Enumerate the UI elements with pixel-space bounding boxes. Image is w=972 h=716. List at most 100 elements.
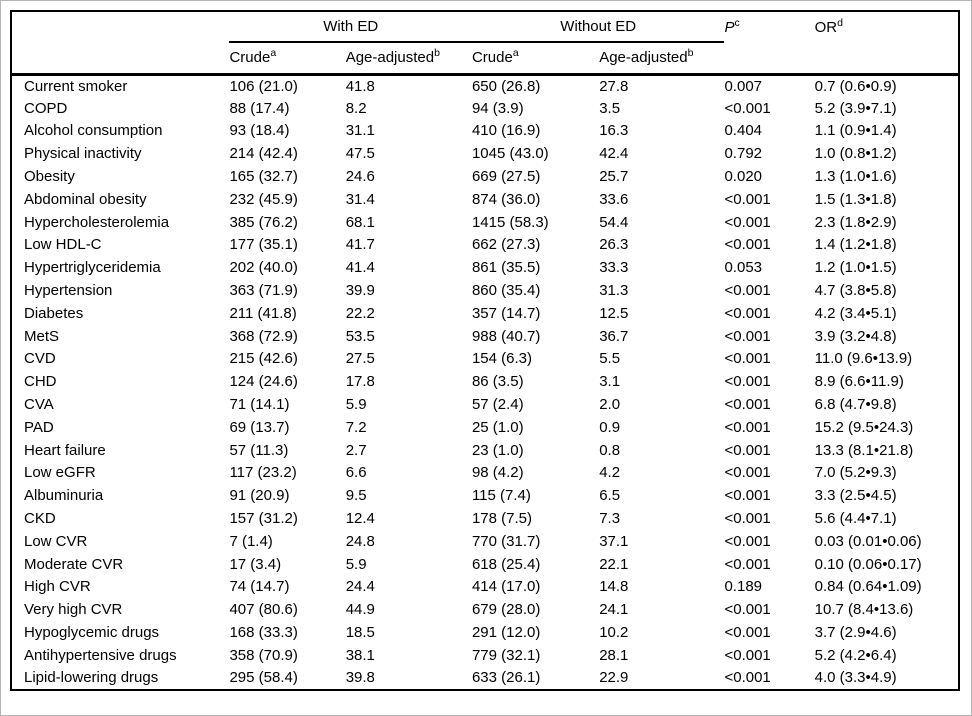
cell-without-age-adjusted: 0.8	[599, 441, 621, 459]
cell-without-age-adjusted: 10.2	[599, 624, 629, 642]
cell-with-crude: 165 (32.7)	[229, 168, 298, 186]
cell-odds-ratio: 13.3 (8.1•21.8)	[814, 441, 914, 459]
row-label: Hypoglycemic drugs	[24, 624, 160, 642]
cell-p-value: 0.792	[724, 145, 763, 163]
cell-p-value: 0.007	[724, 77, 763, 95]
cell-odds-ratio: 0.7 (0.6•0.9)	[814, 77, 897, 95]
cell-with-age-adjusted: 24.4	[345, 578, 375, 596]
cell-with-crude: 93 (18.4)	[229, 122, 290, 140]
risk-factor-comparison-table: With ED Without ED Pc ORd Crudea Age-adj…	[10, 10, 960, 691]
cell-without-crude: 357 (14.7)	[471, 304, 541, 322]
cell-without-crude: 988 (40.7)	[471, 327, 541, 345]
cell-with-age-adjusted: 47.5	[345, 145, 375, 163]
cell-with-age-adjusted: 44.9	[345, 601, 375, 619]
cell-with-crude: 232 (45.9)	[229, 190, 298, 208]
cell-with-age-adjusted: 2.7	[345, 441, 367, 459]
table-row: Hypertension 363 (71.9) 39.9 860 (35.4) 31.3…	[11, 279, 959, 302]
cell-with-crude: 88 (17.4)	[229, 99, 290, 117]
table-row: CHD 124 (24.6) 17.8 86 (3.5) 3.1 <0.001 8.9 (6…	[11, 370, 959, 393]
cell-with-age-adjusted: 5.9	[345, 396, 367, 414]
cell-with-age-adjusted: 41.7	[345, 236, 375, 254]
crude-label: Crude	[471, 49, 513, 67]
cell-odds-ratio: 2.3 (1.8•2.9)	[814, 213, 897, 231]
cell-with-crude: 69 (13.7)	[229, 418, 290, 436]
cell-with-crude: 215 (42.6)	[229, 350, 298, 368]
row-label: COPD	[24, 99, 68, 117]
row-label: Hypertriglyceridemia	[24, 259, 161, 277]
cell-without-crude: 25 (1.0)	[471, 418, 524, 436]
cell-p-value: <0.001	[724, 487, 771, 505]
cell-without-age-adjusted: 26.3	[599, 236, 629, 254]
cell-without-crude: 662 (27.3)	[471, 236, 541, 254]
cell-with-age-adjusted: 31.1	[345, 122, 375, 140]
cell-p-value: 0.404	[724, 122, 763, 140]
header-sub-row: Crudea Age-adjustedb Crudea Age-adjusted…	[11, 42, 959, 76]
cell-without-age-adjusted: 42.4	[599, 145, 629, 163]
cell-without-crude: 115 (7.4)	[471, 487, 531, 505]
cell-with-crude: 91 (20.9)	[229, 487, 290, 505]
cell-p-value: <0.001	[724, 396, 771, 414]
cell-with-age-adjusted: 39.8	[345, 669, 375, 687]
cell-with-age-adjusted: 41.4	[345, 259, 375, 277]
cell-p-value: 0.053	[724, 259, 763, 277]
cell-without-age-adjusted: 12.5	[599, 304, 629, 322]
cell-p-value: <0.001	[724, 532, 771, 550]
cell-p-value: <0.001	[724, 350, 771, 368]
header-with-ed-crude: Crudea	[229, 42, 346, 76]
cell-without-crude: 669 (27.5)	[471, 168, 541, 186]
cell-p-value: <0.001	[724, 327, 771, 345]
cell-without-age-adjusted: 33.6	[599, 190, 629, 208]
cell-with-age-adjusted: 18.5	[345, 624, 375, 642]
cell-with-crude: 106 (21.0)	[229, 77, 298, 95]
cell-odds-ratio: 10.7 (8.4•13.6)	[814, 601, 914, 619]
cell-without-age-adjusted: 0.9	[599, 418, 621, 436]
cell-with-age-adjusted: 17.8	[345, 373, 375, 391]
cell-with-age-adjusted: 22.2	[345, 304, 375, 322]
table-row: MetS 368 (72.9) 53.5 988 (40.7) 36.7 <0.001 3.…	[11, 325, 959, 348]
cell-without-crude: 414 (17.0)	[471, 578, 541, 596]
cell-without-age-adjusted: 37.1	[599, 532, 629, 550]
row-label: Heart failure	[24, 441, 106, 459]
p-superscript-c: c	[734, 17, 740, 29]
table-row: Current smoker 106 (21.0) 41.8 650 (26.8) 27…	[11, 74, 959, 97]
age-adjusted-label: Age-adjusted	[345, 49, 435, 67]
cell-odds-ratio: 1.0 (0.8•1.2)	[814, 145, 897, 163]
cell-without-age-adjusted: 27.8	[599, 77, 629, 95]
cell-with-crude: 295 (58.4)	[229, 669, 298, 687]
cell-p-value: <0.001	[724, 646, 771, 664]
row-label: PAD	[24, 418, 54, 436]
table-row: CVD 215 (42.6) 27.5 154 (6.3) 5.5 <0.001 11.0 …	[11, 348, 959, 371]
crude-superscript-a: a	[512, 47, 519, 60]
cell-with-age-adjusted: 53.5	[345, 327, 375, 345]
cell-without-age-adjusted: 3.1	[599, 373, 621, 391]
cell-odds-ratio: 0.84 (0.64•1.09)	[814, 578, 922, 596]
cell-odds-ratio: 0.03 (0.01•0.06)	[814, 532, 922, 550]
cell-odds-ratio: 5.6 (4.4•7.1)	[814, 510, 897, 528]
table-row: Moderate CVR 17 (3.4) 5.9 618 (25.4) 22.1 <0.…	[11, 553, 959, 576]
cell-odds-ratio: 5.2 (3.9•7.1)	[814, 99, 897, 117]
cell-p-value: <0.001	[724, 441, 771, 459]
row-label: Abdominal obesity	[24, 190, 147, 208]
cell-without-age-adjusted: 28.1	[599, 646, 629, 664]
cell-without-age-adjusted: 36.7	[599, 327, 629, 345]
cell-odds-ratio: 1.1 (0.9•1.4)	[814, 122, 897, 140]
p-label: P	[724, 19, 735, 36]
or-superscript-d: d	[837, 17, 843, 29]
cell-odds-ratio: 15.2 (9.5•24.3)	[814, 418, 914, 436]
cell-odds-ratio: 4.2 (3.4•5.1)	[814, 304, 897, 322]
cell-p-value: <0.001	[724, 213, 771, 231]
row-label: Lipid-lowering drugs	[24, 669, 159, 687]
age-adjusted-label: Age-adjusted	[599, 49, 688, 67]
row-label: CKD	[24, 510, 56, 528]
row-label: CVA	[24, 396, 54, 414]
cell-p-value: <0.001	[724, 304, 771, 322]
header-empty-cell	[11, 11, 230, 76]
header-without-ed-crude: Crudea	[471, 42, 600, 76]
cell-with-crude: 211 (41.8)	[229, 304, 297, 322]
cell-with-age-adjusted: 24.6	[345, 168, 375, 186]
cell-with-crude: 202 (40.0)	[229, 259, 298, 277]
cell-without-crude: 861 (35.5)	[471, 259, 541, 277]
cell-odds-ratio: 4.7 (3.8•5.8)	[814, 282, 897, 300]
cell-without-crude: 650 (26.8)	[471, 77, 541, 95]
cell-p-value: 0.189	[724, 578, 763, 596]
